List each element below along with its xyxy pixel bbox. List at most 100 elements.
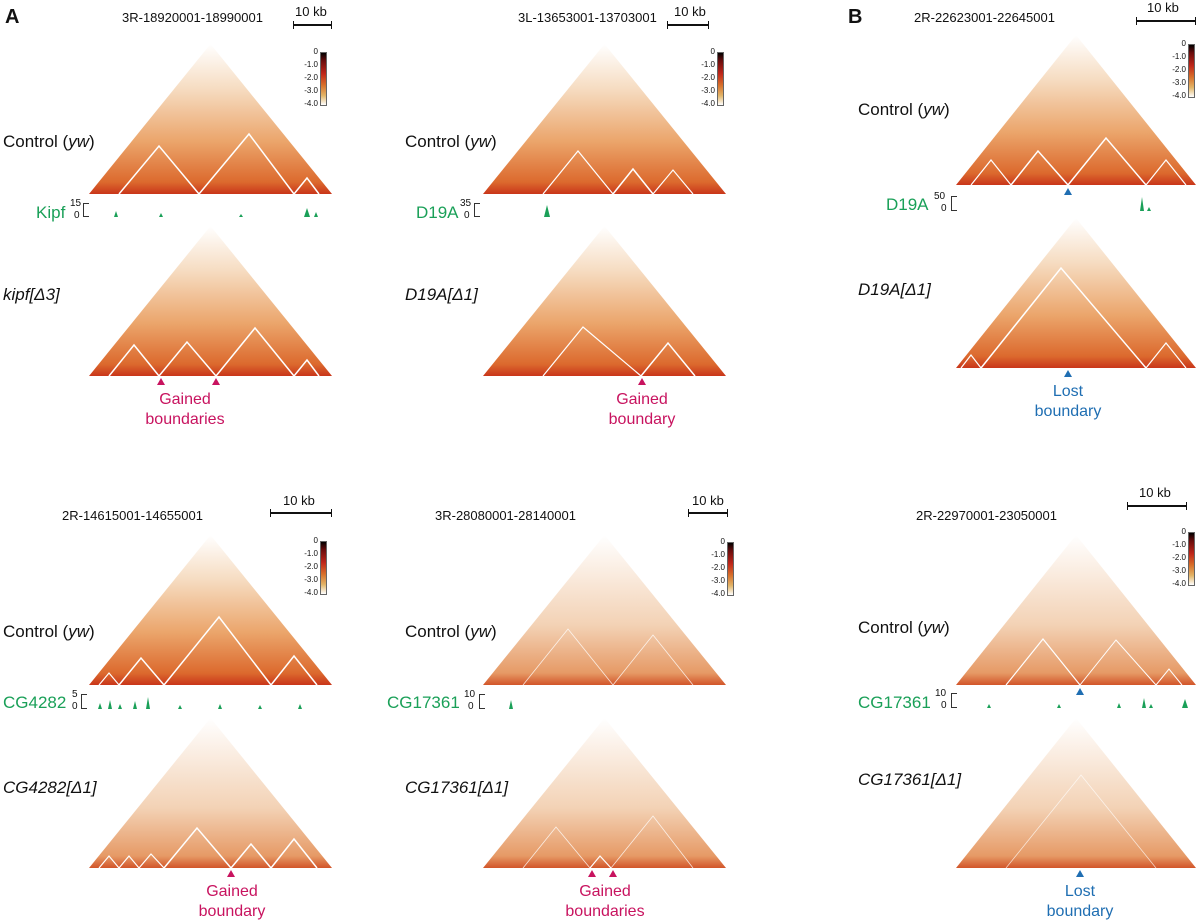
chip-signal xyxy=(957,698,1197,708)
domain-boundary-line xyxy=(108,343,160,377)
annotation-line: boundary xyxy=(1034,403,1102,420)
annotation-line: Gained xyxy=(159,391,211,408)
color-legend-bar xyxy=(320,52,327,106)
domain-boundary-line xyxy=(1079,639,1157,686)
legend-tick: -2.0 xyxy=(701,73,715,82)
region-label: 3L-13653001-13703001 xyxy=(518,10,657,25)
control-prefix: Control ( xyxy=(405,132,471,151)
panel-letter-a: A xyxy=(5,6,20,28)
panel-letter-b: B xyxy=(848,6,863,28)
color-legend-ticks: 0 -1.0 -2.0 -3.0 -4.0 xyxy=(707,538,725,603)
mutant-heatmap xyxy=(483,226,726,377)
legend-tick: -4.0 xyxy=(1172,91,1186,100)
chip-track-axis xyxy=(479,694,485,709)
chip-track xyxy=(484,700,727,709)
scale-bar-label: 10 kb xyxy=(1147,0,1179,15)
heatmap-triangle xyxy=(483,535,726,685)
scale-bar-label: 10 kb xyxy=(1139,485,1171,500)
domain-boundary-line xyxy=(163,826,232,869)
domain-boundary-line xyxy=(652,169,694,195)
legend-tick: -3.0 xyxy=(1172,78,1186,87)
scale-bar xyxy=(270,509,332,517)
legend-tick: 0 xyxy=(313,536,318,545)
mutant-heatmap xyxy=(956,718,1196,869)
control-label: Control (yw) xyxy=(858,100,950,120)
control-label: Control (yw) xyxy=(405,622,497,642)
chip-track-min: 0 xyxy=(72,701,78,712)
domain-boundary-line xyxy=(230,842,272,869)
annotation-line: Gained xyxy=(206,883,258,900)
domain-boundary-line xyxy=(542,150,614,195)
scale-bar xyxy=(293,21,332,29)
domain-boundary-line xyxy=(1005,774,1157,869)
annotation-line: Gained xyxy=(579,883,631,900)
scale-bar xyxy=(667,21,709,29)
domain-boundary-line xyxy=(118,656,165,686)
legend-tick: -4.0 xyxy=(304,588,318,597)
chip-signal xyxy=(957,197,1197,211)
control-genotype: yw xyxy=(68,622,89,641)
heatmap-triangle xyxy=(956,718,1196,868)
control-heatmap xyxy=(956,35,1196,186)
domain-boundary-line xyxy=(270,837,318,869)
scale-bar-label: 10 kb xyxy=(295,4,327,19)
region-label: 2R-22623001-22645001 xyxy=(914,10,1055,25)
heatmap-triangle xyxy=(483,226,726,376)
chip-track xyxy=(957,197,1197,211)
domain-boundary-line xyxy=(163,615,272,686)
legend-tick: -3.0 xyxy=(304,575,318,584)
domain-boundary-line xyxy=(522,628,614,686)
domain-boundary-line xyxy=(1067,136,1147,186)
domain-boundary-line xyxy=(980,266,1147,369)
domain-boundary-line xyxy=(1145,342,1187,369)
chip-track-max: 10 xyxy=(464,689,476,700)
legend-tick: -1.0 xyxy=(711,550,725,559)
control-genotype: yw xyxy=(470,622,491,641)
mutant-label: D19A[Δ1] xyxy=(405,285,478,304)
control-heatmap xyxy=(483,535,726,686)
control-label: Control (yw) xyxy=(3,132,95,152)
legend-tick: 0 xyxy=(1181,39,1186,48)
domain-boundary-line xyxy=(640,341,696,377)
chip-track xyxy=(481,205,724,217)
annotation-line: boundary xyxy=(608,411,676,428)
chip-track-max: 10 xyxy=(935,688,947,699)
color-legend-ticks: 0 -1.0 -2.0 -3.0 -4.0 xyxy=(1168,40,1186,105)
control-suffix: ) xyxy=(490,622,497,641)
domain-boundary-line xyxy=(612,167,654,195)
legend-tick: 0 xyxy=(313,47,318,56)
boundary-annotation: Gained boundaries xyxy=(545,882,665,922)
mutant-heatmap xyxy=(956,218,1196,369)
domain-boundary-line xyxy=(158,340,217,377)
heatmap-triangle xyxy=(956,535,1196,685)
heatmap-triangle xyxy=(483,718,726,868)
control-prefix: Control ( xyxy=(858,100,924,119)
chip-track xyxy=(957,698,1197,708)
domain-boundary-line xyxy=(118,144,200,195)
region-label: 2R-22970001-23050001 xyxy=(916,508,1057,523)
domain-boundary-line xyxy=(1155,668,1183,686)
legend-tick: -3.0 xyxy=(701,86,715,95)
region-label: 2R-14615001-14655001 xyxy=(62,508,203,523)
legend-tick: -2.0 xyxy=(1172,65,1186,74)
mutant-label: kipf[Δ3] xyxy=(3,285,60,304)
mutant-label: D19A[Δ1] xyxy=(858,280,931,299)
legend-tick: -1.0 xyxy=(1172,540,1186,549)
heatmap-triangle xyxy=(956,218,1196,368)
color-legend-bar xyxy=(1188,44,1195,98)
scale-bar-label: 10 kb xyxy=(674,4,706,19)
control-genotype: yw xyxy=(470,132,491,151)
domain-boundary-line xyxy=(98,672,120,686)
control-prefix: Control ( xyxy=(3,132,69,151)
scale-bar xyxy=(1127,502,1187,510)
control-label: Control (yw) xyxy=(858,618,950,638)
control-heatmap xyxy=(956,535,1196,686)
chip-track-max: 50 xyxy=(934,191,946,202)
chip-track-max: 5 xyxy=(72,689,78,700)
boundary-arrow xyxy=(212,378,220,385)
boundary-annotation: Lost boundary xyxy=(1008,382,1128,422)
annotation-line: boundary xyxy=(198,903,266,920)
legend-tick: -2.0 xyxy=(711,563,725,572)
legend-tick: -1.0 xyxy=(304,549,318,558)
domain-boundary-line xyxy=(1010,149,1069,186)
